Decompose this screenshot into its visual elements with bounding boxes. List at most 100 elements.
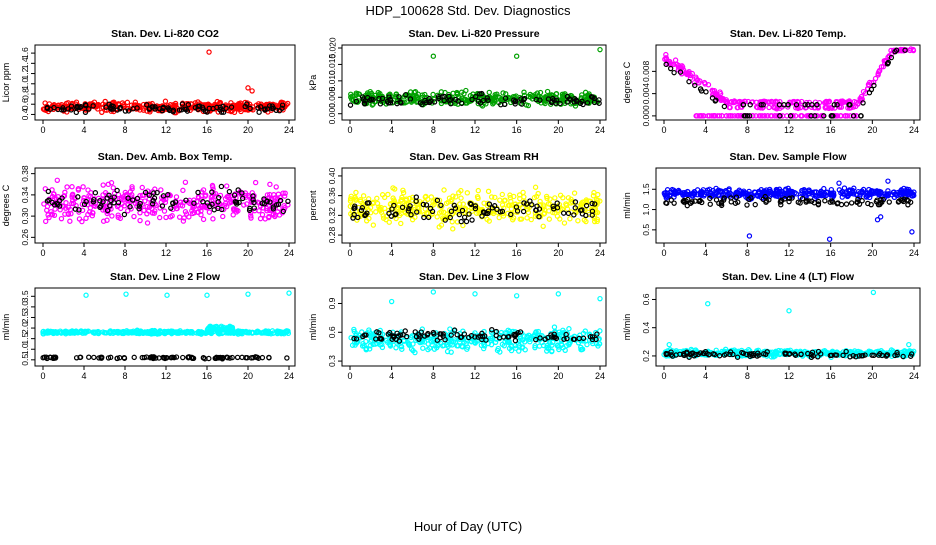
data-point <box>151 190 157 196</box>
data-point <box>252 354 259 360</box>
data-point <box>885 59 891 66</box>
y-tick-label: 0.30 <box>20 208 30 225</box>
data-point <box>489 326 495 333</box>
x-tick-label: 8 <box>431 371 436 381</box>
data-point <box>73 109 79 116</box>
x-tick-label: 16 <box>826 371 836 381</box>
x-tick-label: 16 <box>202 371 212 381</box>
data-point <box>110 185 116 191</box>
data-point <box>204 200 211 206</box>
data-point <box>754 353 760 359</box>
data-point <box>889 192 895 198</box>
data-points <box>41 177 291 226</box>
data-point <box>841 185 848 191</box>
data-point <box>191 197 197 203</box>
data-point <box>195 330 202 336</box>
data-point <box>123 291 129 297</box>
data-point <box>468 201 474 208</box>
data-point <box>419 101 425 108</box>
data-point <box>173 194 180 200</box>
data-point <box>826 99 832 105</box>
data-point <box>723 98 730 105</box>
panel-co2: Stan. Dev. Li-820 CO2 Licor ppm 0 4 8 12 16 20 2… <box>1 28 296 135</box>
data-point <box>475 187 481 194</box>
data-point <box>441 187 447 193</box>
data-point <box>679 191 686 197</box>
data-point <box>423 99 430 106</box>
data-points <box>661 289 917 361</box>
data-point <box>559 97 566 103</box>
data-point <box>560 210 567 216</box>
data-point <box>790 192 796 198</box>
y-tick-label: 0.9 <box>327 297 337 309</box>
data-point <box>507 192 513 198</box>
data-point <box>594 331 600 337</box>
y-tick-label: 1.2 <box>20 67 30 79</box>
data-point <box>360 193 367 199</box>
panel-title: Stan. Dev. Amb. Box Temp. <box>98 151 233 163</box>
data-point <box>501 197 508 204</box>
data-point <box>355 98 362 104</box>
y-tick-label: 0.4 <box>20 108 30 120</box>
data-point <box>718 199 725 206</box>
data-point <box>581 217 588 223</box>
data-point <box>149 354 156 360</box>
data-point <box>392 186 398 192</box>
y-tick-label: 1.4 <box>20 57 30 69</box>
data-point <box>830 113 836 119</box>
x-tick-label: 16 <box>512 125 522 135</box>
data-point <box>562 347 568 353</box>
data-point <box>78 103 84 110</box>
data-point <box>137 217 143 224</box>
data-point <box>748 195 754 201</box>
data-point <box>747 102 753 108</box>
data-point <box>359 343 366 349</box>
data-point <box>494 206 500 213</box>
data-point <box>421 339 428 345</box>
data-point <box>386 219 392 225</box>
data-point <box>786 195 793 202</box>
data-point <box>850 113 857 119</box>
data-point <box>461 339 467 345</box>
x-tick-label: 0 <box>347 371 352 381</box>
data-point <box>773 98 779 104</box>
data-point <box>75 104 81 110</box>
data-point <box>115 199 122 206</box>
data-point <box>759 190 766 196</box>
data-point <box>204 292 210 298</box>
data-point <box>353 196 359 202</box>
y-tick-label: 0.3 <box>327 355 337 367</box>
data-point <box>422 91 428 98</box>
data-point <box>40 354 46 361</box>
data-point <box>151 195 158 201</box>
x-tick-label: 4 <box>703 248 708 258</box>
data-point <box>73 355 80 361</box>
y-tick-label: 0.8 <box>20 88 30 100</box>
data-point <box>256 208 262 214</box>
data-point <box>786 351 792 357</box>
x-tick-label: 24 <box>284 125 294 135</box>
data-point <box>395 206 401 213</box>
data-point <box>413 333 420 340</box>
data-point <box>389 206 395 212</box>
x-tick-label: 8 <box>122 371 127 381</box>
data-point <box>146 106 152 112</box>
data-point <box>423 210 430 217</box>
y-tick-label: 0.32 <box>327 207 337 224</box>
data-point <box>242 192 249 199</box>
data-point <box>802 102 808 108</box>
data-point <box>755 347 762 353</box>
data-point <box>532 342 538 349</box>
data-point <box>712 351 718 358</box>
data-point <box>673 352 679 358</box>
data-point <box>183 330 189 336</box>
x-tick-label: 8 <box>431 125 436 135</box>
data-points <box>347 184 603 232</box>
data-point <box>372 341 378 347</box>
data-point <box>699 199 705 206</box>
data-point <box>216 355 223 361</box>
data-point <box>458 195 464 201</box>
data-point <box>681 197 687 204</box>
data-point <box>149 329 156 335</box>
